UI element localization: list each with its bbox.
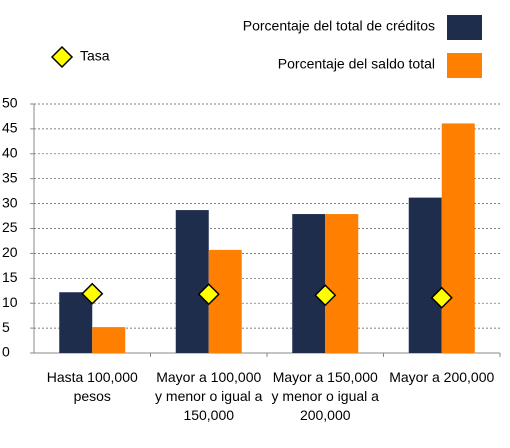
y-tick-label: 15	[2, 269, 18, 285]
legend-swatch	[447, 53, 482, 78]
bar	[208, 249, 242, 353]
y-tick-label: 35	[2, 169, 18, 185]
y-tick-label: 45	[2, 120, 18, 136]
marker	[197, 283, 220, 306]
bar	[325, 214, 359, 353]
marker	[314, 284, 337, 307]
marker	[81, 282, 104, 305]
bar	[441, 123, 475, 353]
bar	[408, 197, 442, 353]
legend-marker	[50, 45, 74, 69]
x-tick-label: Mayor a 100,000 y menor o igual a 150,00…	[155, 369, 263, 423]
legend-label: Porcentaje del total de créditos	[243, 18, 435, 34]
bar	[59, 292, 93, 353]
bar	[292, 214, 326, 353]
legend-label: Tasa	[80, 48, 110, 64]
y-tick-label: 30	[2, 194, 18, 210]
legend-swatch	[447, 15, 482, 40]
y-tick-label: 20	[2, 244, 18, 260]
marker	[430, 286, 453, 309]
x-tick-label: Mayor a 200,000	[389, 369, 495, 385]
bar	[175, 210, 209, 353]
y-tick-label: 40	[2, 145, 18, 161]
x-tick-label: Hasta 100,000 pesos	[46, 369, 138, 404]
bar	[92, 327, 126, 353]
y-tick-label: 50	[2, 95, 18, 111]
legend-label: Porcentaje del saldo total	[278, 56, 435, 72]
y-tick-label: 0	[2, 344, 10, 360]
y-tick-label: 25	[2, 219, 18, 235]
y-tick-label: 10	[2, 294, 18, 310]
y-tick-label: 5	[2, 319, 10, 335]
x-tick-label: Mayor a 150,000 y menor o igual a 200,00…	[271, 369, 379, 423]
